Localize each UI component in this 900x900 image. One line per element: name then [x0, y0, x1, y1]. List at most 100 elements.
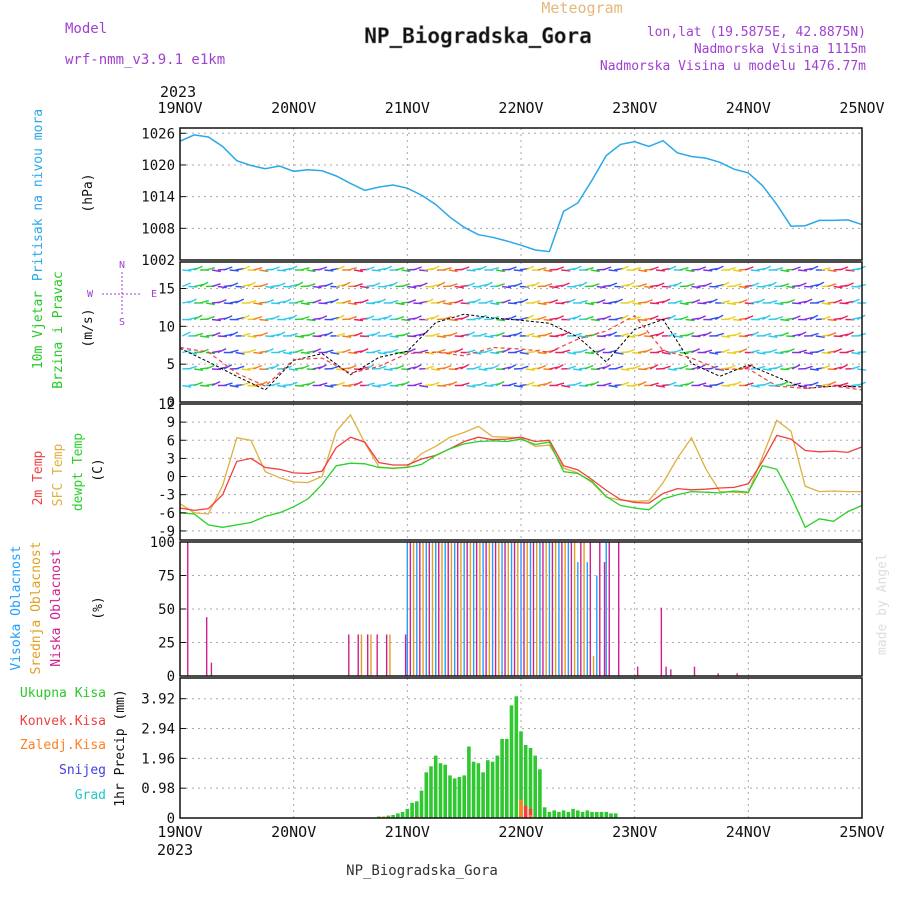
wind-barb — [460, 315, 470, 321]
wind-barb — [827, 318, 837, 322]
wind-barb — [561, 384, 571, 388]
wind-barb — [365, 382, 375, 387]
elevation-label: Nadmorska Visina 1115m — [694, 42, 866, 57]
wind-barb — [359, 335, 370, 338]
wind-barb — [288, 283, 298, 288]
wind-barb — [413, 302, 423, 305]
wind-barb — [413, 315, 422, 321]
precip-bar — [410, 802, 414, 818]
wind-barb — [762, 381, 772, 387]
wind-barb — [791, 382, 801, 387]
wind-barb — [697, 364, 706, 370]
wind-barb — [537, 315, 547, 321]
wind-barb — [821, 315, 831, 321]
wind-barb — [413, 266, 422, 271]
wind-barb — [602, 364, 612, 370]
wind-barb — [217, 335, 227, 338]
wind-barb — [608, 282, 618, 288]
wind-barb — [407, 366, 417, 370]
wind-barb — [478, 283, 488, 288]
wind-unit: (m/s) — [81, 308, 96, 347]
wind-barb — [655, 282, 665, 288]
wind-barb — [442, 302, 452, 306]
wind-barb — [608, 269, 618, 272]
wind-barb — [643, 348, 653, 354]
axis-labels: 19NOV 19NOV 20NOV 20NOV 21NOV 21NOV 22NOV 22NOV… — [141, 99, 884, 841]
wind-barb — [667, 283, 677, 288]
wind-barb — [395, 302, 405, 306]
wind-barb — [419, 269, 429, 272]
wind-barb — [419, 349, 429, 354]
wind-barb — [371, 331, 381, 337]
wind-barb — [419, 384, 429, 388]
wind-barb — [797, 282, 807, 288]
wind-barb — [229, 349, 239, 354]
wind-barb — [478, 381, 488, 387]
wind-barb — [247, 348, 257, 354]
wind-barb — [567, 351, 577, 355]
wind-compass: N E S W — [87, 260, 157, 328]
wind-barb — [235, 316, 245, 321]
wind-barb — [839, 302, 849, 305]
wind-barb — [525, 283, 535, 288]
precip-bar — [528, 808, 533, 818]
wind-barb — [182, 331, 191, 337]
wind-barb — [608, 331, 618, 337]
wind-barb — [626, 299, 636, 304]
wind-barb — [211, 332, 221, 337]
wind-barb — [241, 283, 251, 288]
temp-sfc-label: SFC Temp — [51, 444, 66, 507]
wind-barb — [330, 365, 340, 370]
wind-barb — [359, 348, 369, 354]
wind-barb — [691, 348, 700, 354]
wind-barb — [193, 314, 203, 321]
station-title: NP_Biogradska_Gora — [364, 24, 592, 48]
legend-snow: Snijeg — [59, 763, 106, 778]
wind-barb — [300, 364, 310, 370]
wind-barb — [786, 366, 796, 370]
wind-barb — [353, 283, 363, 288]
wind-barb — [365, 333, 375, 337]
wind-barb — [342, 299, 352, 304]
wind-barb — [531, 281, 540, 288]
wind-barb — [720, 348, 730, 354]
panel-frame-precip — [179, 677, 863, 819]
wind-barb — [708, 298, 718, 304]
wind-barb — [762, 265, 771, 271]
precip-bar — [595, 811, 599, 818]
wind-barb — [738, 348, 748, 354]
precip-bar — [415, 801, 419, 818]
wind-barb — [424, 298, 434, 304]
wind-barb — [401, 283, 411, 288]
wind-barb — [685, 283, 695, 288]
wind-barb — [785, 348, 795, 354]
wind-barb — [744, 266, 754, 271]
wind-barb — [851, 316, 861, 321]
wind-barb — [205, 267, 215, 271]
wind-barb — [638, 269, 648, 273]
wind-barb — [815, 348, 825, 354]
wind-barb — [217, 348, 227, 354]
wind-barb — [448, 283, 458, 288]
precip-bar — [476, 763, 481, 818]
wind-barb — [454, 299, 464, 304]
wind-barb — [436, 348, 446, 354]
y-tick-label: 3.92 — [141, 692, 175, 708]
wind-barb — [673, 384, 683, 387]
wind-barb — [543, 332, 553, 337]
wind-barb — [377, 351, 387, 355]
wind-barb — [762, 332, 772, 337]
wind-barb — [798, 269, 808, 272]
wind-barb — [495, 283, 505, 288]
wind-barb — [324, 269, 334, 272]
wind-barb — [685, 332, 695, 337]
wind-barb — [513, 349, 523, 354]
wind-barb — [726, 351, 737, 355]
wind-barb — [318, 364, 327, 370]
wind-barb — [827, 269, 837, 273]
wind-barb — [193, 265, 203, 271]
y-tick-label: 6 — [167, 433, 175, 449]
wind-barb — [265, 285, 275, 289]
wind-barb — [454, 285, 464, 289]
wind-barb — [300, 315, 310, 321]
